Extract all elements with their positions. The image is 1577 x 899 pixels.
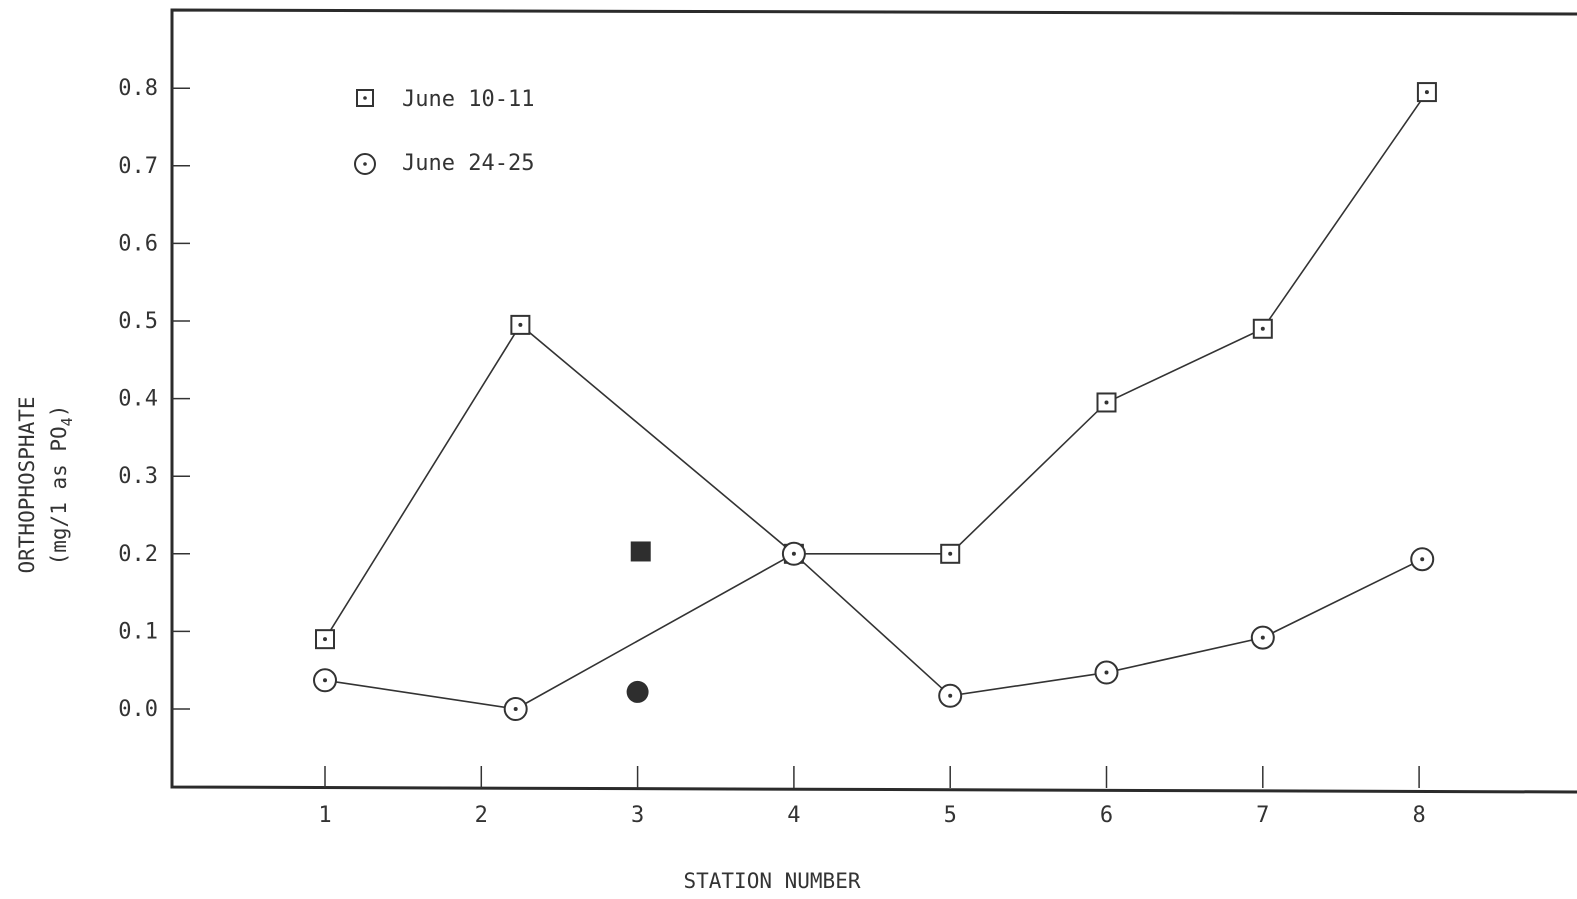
point-dot-june-10-11-0 [323, 637, 327, 642]
extra-points-layer [626, 541, 651, 703]
y-tick-label-0: 0.0 [118, 697, 158, 722]
legend: June 10-11 June 24-25 [354, 87, 534, 176]
x-tick-label-1: 1 [318, 803, 331, 828]
plot-frame [170, 8, 1577, 794]
filled-square-point [630, 541, 651, 562]
y-axis-title-line-2: (mg/1 as PO4) [47, 405, 76, 566]
y-tick-label-5: 0.5 [118, 309, 158, 334]
legend-label-june-24-25: June 24-25 [402, 151, 534, 176]
point-dot-june-24-25-2 [791, 551, 796, 556]
y-tick-label-2: 0.2 [118, 542, 158, 567]
y-axis-title-line-1: ORTHOPHOSPHATE [15, 396, 39, 573]
series-layer [313, 82, 1437, 721]
y-tick-label-1: 0.1 [118, 619, 158, 644]
point-dot-june-10-11-1 [518, 322, 523, 327]
y-tick-label-4: 0.4 [118, 387, 158, 412]
point-dot-june-10-11-4 [1104, 400, 1109, 405]
y-axis-title-main: (mg/1 as PO [47, 426, 71, 565]
legend-item-june-24-25: June 24-25 [354, 151, 534, 176]
point-dot-june-10-11-3 [948, 551, 953, 556]
legend-circle-marker-dot [363, 162, 367, 166]
x-tick-label-4: 4 [787, 803, 800, 828]
point-dot-june-24-25-1 [513, 707, 518, 711]
point-dot-june-24-25-5 [1260, 635, 1265, 640]
point-dot-june-24-25-3 [948, 693, 953, 698]
y-axis-title-close: ) [47, 405, 71, 418]
x-tick-label-7: 7 [1256, 803, 1269, 828]
y-tick-label-6: 0.6 [118, 231, 158, 256]
x-tick-label-5: 5 [944, 803, 957, 828]
legend-square-marker-dot [363, 96, 367, 100]
point-dot-june-24-25-0 [323, 678, 327, 683]
legend-item-june-10-11: June 10-11 [356, 87, 534, 112]
x-tick-label-6: 6 [1100, 803, 1113, 828]
point-dot-june-24-25-4 [1104, 670, 1109, 675]
x-tick-label-8: 8 [1412, 803, 1425, 828]
point-dot-june-10-11-5 [1260, 326, 1265, 331]
y-tick-label-8: 0.8 [118, 76, 158, 101]
series-june-24-25 [313, 541, 1435, 721]
x-axis-title: STATION NUMBER [683, 869, 860, 893]
y-tick-label-7: 0.7 [118, 154, 158, 179]
y-axis-title-subscript: 4 [58, 417, 76, 426]
y-tick-label-3: 0.3 [118, 464, 158, 489]
x-tick-label-3: 3 [631, 803, 644, 828]
filled-circle-point [626, 680, 649, 703]
x-tick-label-2: 2 [475, 803, 488, 828]
point-dot-june-10-11-6 [1424, 90, 1429, 95]
x-axis: 1 2 3 4 5 6 7 8 [318, 766, 1426, 828]
legend-label-june-10-11: June 10-11 [402, 87, 534, 112]
point-dot-june-24-25-6 [1420, 557, 1425, 562]
y-axis: 0.0 0.1 0.2 0.3 0.4 0.5 0.6 0.7 0.8 [118, 76, 190, 722]
